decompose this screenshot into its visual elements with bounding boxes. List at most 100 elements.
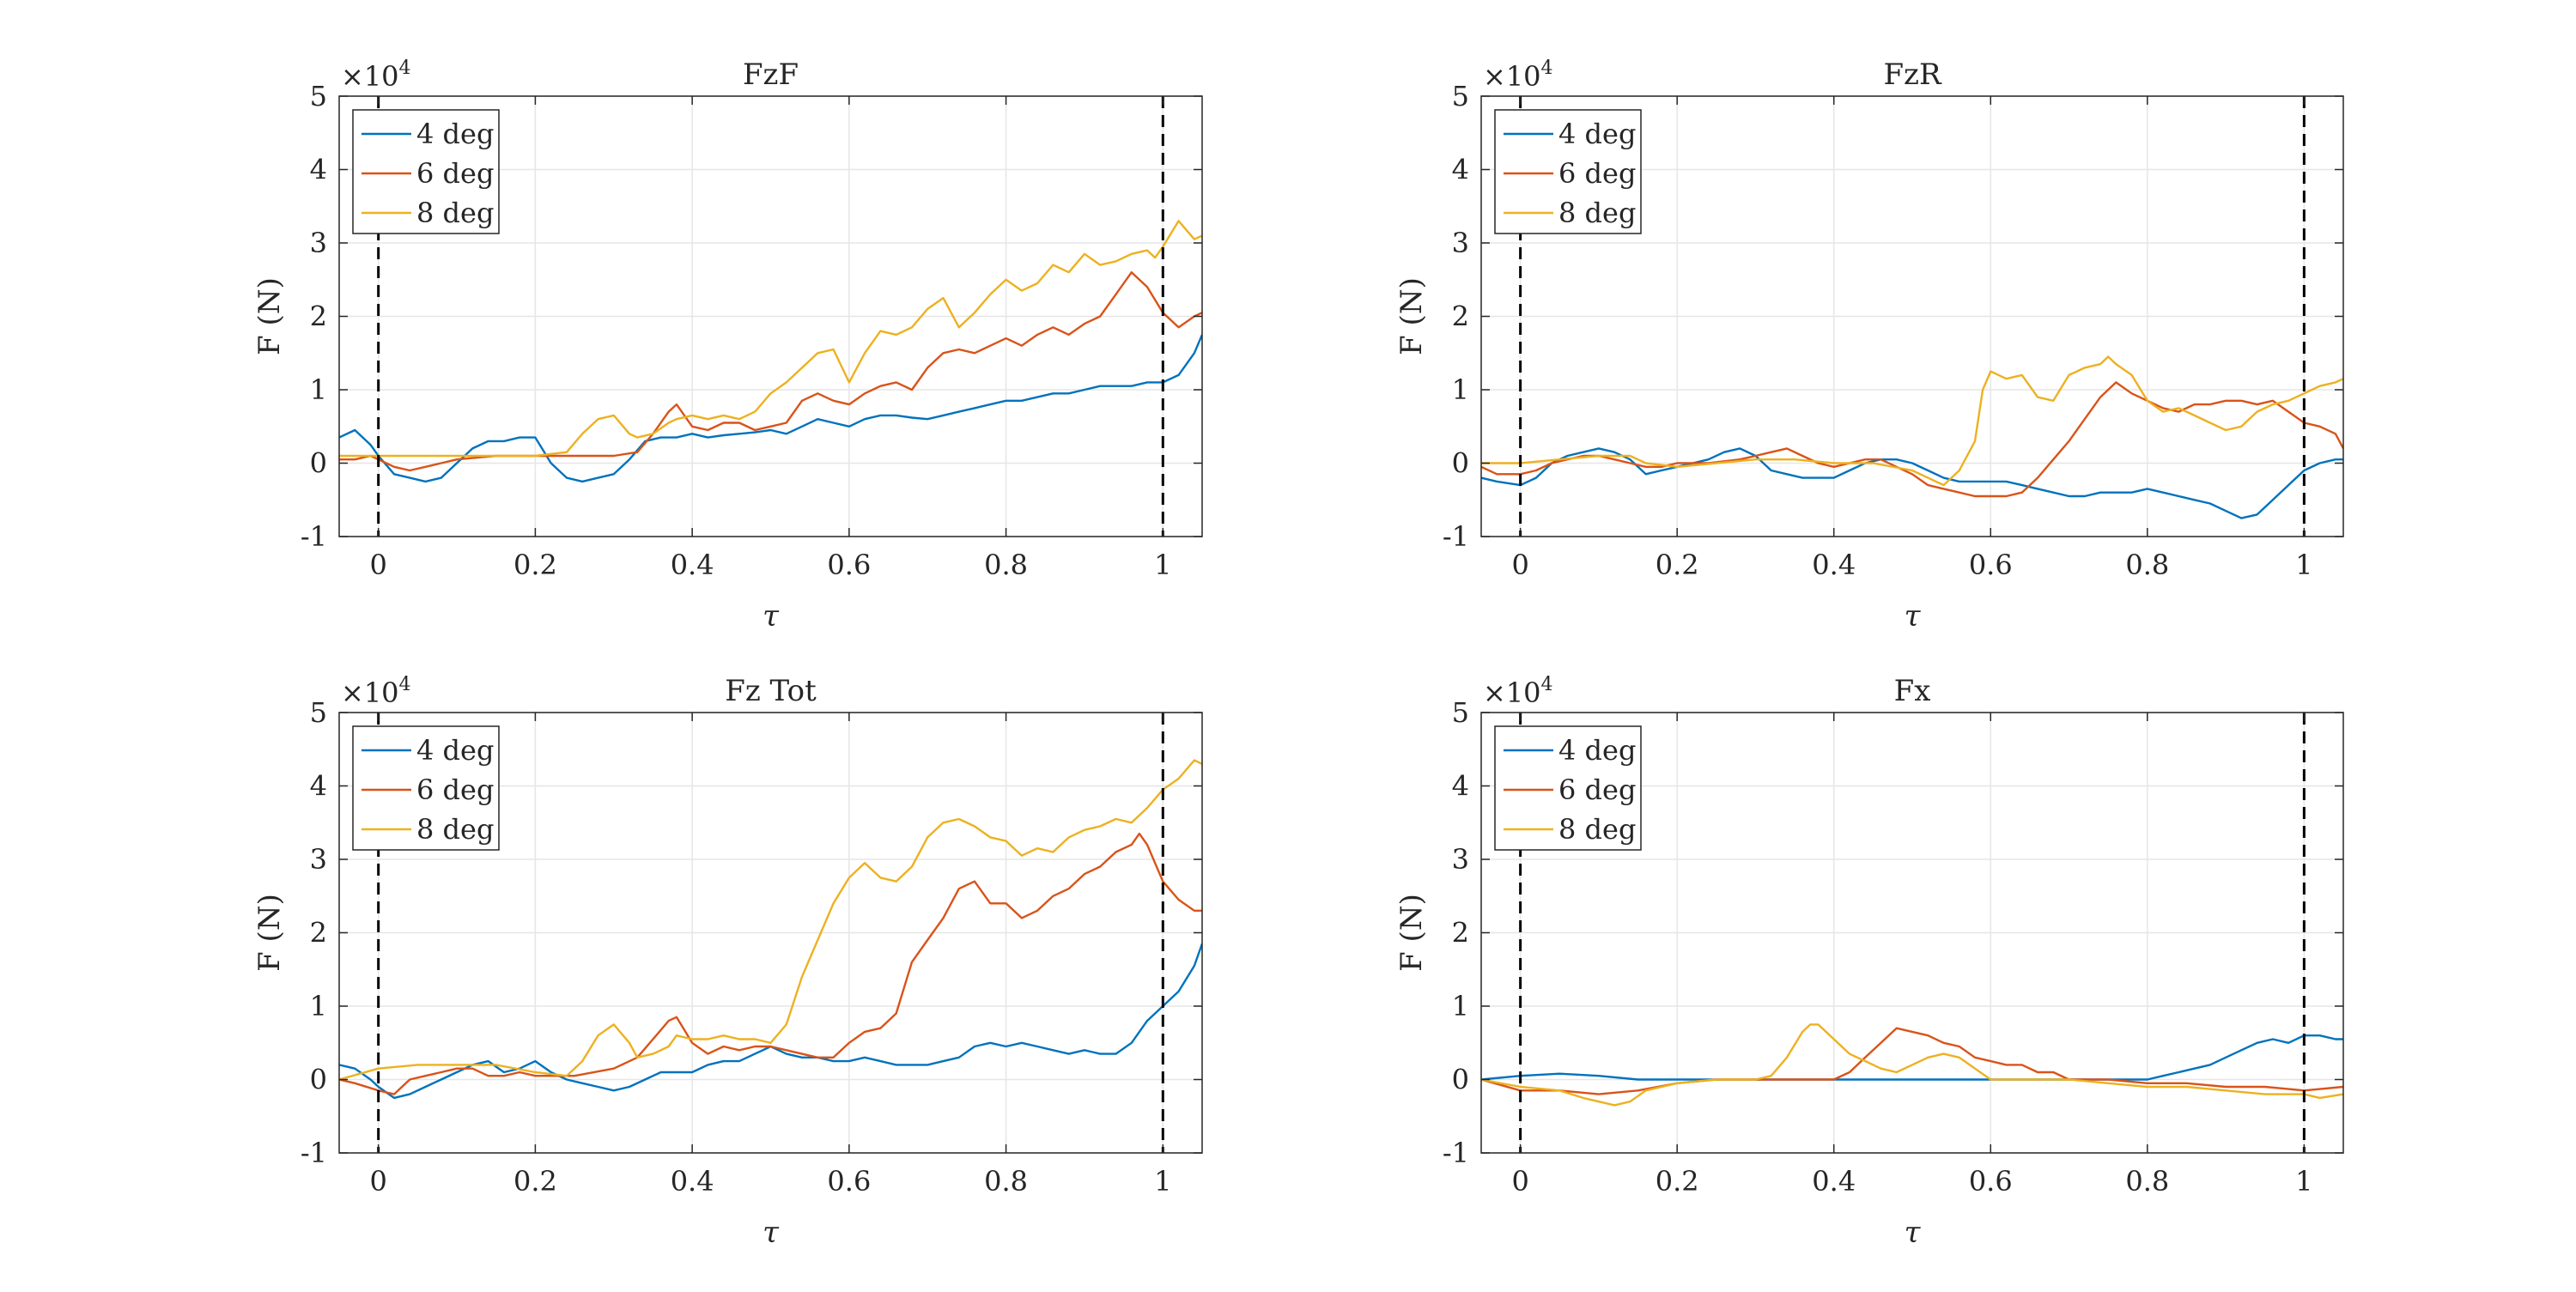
x-axis-label: τ	[1905, 1216, 1922, 1250]
x-tick-label: 0.6	[827, 1165, 871, 1198]
x-axis-label: τ	[1905, 599, 1922, 634]
y-tick-label: 2	[1452, 917, 1469, 949]
x-tick-label: 0	[370, 1165, 387, 1198]
series-line-6-deg	[339, 271, 1202, 472]
legend-label: 4 deg	[1558, 118, 1636, 150]
y-tick-label: 2	[1452, 300, 1469, 333]
series-line-8-deg	[339, 220, 1202, 458]
x-axis-label: τ	[762, 599, 780, 634]
legend-label: 4 deg	[1558, 734, 1636, 767]
series-line-4-deg	[339, 334, 1202, 483]
y-tick-label: 5	[1452, 696, 1469, 729]
y-tick-label: 1	[310, 990, 327, 1022]
y-tick-label: -1	[301, 1137, 327, 1169]
x-tick-label: 1	[1154, 1165, 1171, 1198]
y-tick-label: -1	[1443, 520, 1469, 553]
x-tick-label: 0.4	[671, 549, 714, 581]
axis-multiplier-base: ×10	[341, 60, 399, 93]
axis-multiplier-exponent: 4	[399, 58, 411, 79]
x-tick-label: 1	[2295, 1165, 2312, 1198]
y-tick-label: 1	[310, 373, 327, 406]
x-tick-label: 0.8	[2125, 1165, 2169, 1198]
y-axis-label: F (N)	[1394, 894, 1429, 972]
series-line-4-deg	[1481, 447, 2343, 519]
y-tick-label: 3	[310, 227, 327, 259]
axis-multiplier: ×104	[341, 58, 411, 93]
legend-label: 4 deg	[416, 118, 494, 150]
y-tick-label: 0	[1452, 447, 1469, 480]
y-tick-label: 2	[310, 917, 327, 949]
legend: 4 deg 6 deg 8 deg	[352, 725, 500, 851]
y-tick-label: 2	[310, 300, 327, 333]
x-tick-label: 0	[370, 549, 387, 581]
legend-label: 6 deg	[416, 773, 494, 806]
y-tick-label: 0	[310, 447, 327, 480]
x-tick-label: 0.2	[1656, 549, 1699, 581]
axis-multiplier-base: ×10	[341, 676, 399, 709]
x-tick-label: 0.2	[1656, 1165, 1699, 1198]
chart-title: Fx	[1894, 674, 1931, 708]
legend-label: 6 deg	[1558, 157, 1636, 190]
y-axis-label: F (N)	[1394, 277, 1429, 355]
x-tick-label: 0.8	[2125, 549, 2169, 581]
series-line-6-deg	[339, 832, 1202, 1095]
x-tick-label: 0.8	[984, 1165, 1028, 1198]
y-tick-label: 5	[1452, 80, 1469, 112]
x-tick-label: 1	[1154, 549, 1171, 581]
x-tick-label: 0.6	[827, 549, 871, 581]
x-tick-label: 0.2	[513, 1165, 557, 1198]
series-group	[339, 96, 1202, 537]
axis-multiplier-exponent: 4	[1541, 58, 1553, 79]
axis-multiplier-base: ×10	[1483, 60, 1541, 93]
legend-label: 6 deg	[1558, 773, 1636, 806]
y-tick-label: -1	[1443, 1137, 1469, 1169]
y-tick-label: 5	[310, 696, 327, 729]
y-tick-label: 1	[1452, 990, 1469, 1022]
axis-multiplier: ×104	[1483, 58, 1553, 93]
y-tick-label: 3	[310, 843, 327, 876]
legend-label: 8 deg	[416, 197, 494, 229]
x-tick-label: 0.6	[1969, 1165, 2013, 1198]
x-tick-label: 0.4	[1812, 549, 1856, 581]
chart-title: FzF	[743, 58, 799, 92]
axis-multiplier-exponent: 4	[1541, 674, 1553, 695]
y-tick-label: 1	[1452, 373, 1469, 406]
axis-multiplier: ×104	[341, 674, 411, 709]
y-tick-label: 4	[310, 154, 327, 186]
legend: 4 deg 6 deg 8 deg	[352, 109, 500, 234]
x-tick-label: 0.8	[984, 549, 1028, 581]
x-tick-label: 0	[1511, 1165, 1528, 1198]
legend-label: 6 deg	[416, 157, 494, 190]
y-tick-label: -1	[301, 520, 327, 553]
axis-multiplier-exponent: 4	[399, 674, 411, 695]
legend-label: 8 deg	[1558, 197, 1636, 229]
y-axis-label: F (N)	[252, 277, 287, 355]
axis-multiplier: ×104	[1483, 674, 1553, 709]
y-tick-label: 4	[310, 770, 327, 803]
series-line-8-deg	[339, 759, 1202, 1081]
x-tick-label: 1	[2295, 549, 2312, 581]
y-tick-label: 4	[1452, 154, 1469, 186]
x-tick-label: 0.4	[671, 1165, 714, 1198]
y-tick-label: 3	[1452, 227, 1469, 259]
y-tick-label: 0	[1452, 1064, 1469, 1096]
y-tick-label: 0	[310, 1064, 327, 1096]
chart-title: FzR	[1883, 58, 1942, 92]
legend-label: 8 deg	[1558, 813, 1636, 846]
legend: 4 deg 6 deg 8 deg	[1494, 725, 1642, 851]
series-group	[1481, 713, 2343, 1153]
x-tick-label: 0	[1511, 549, 1528, 581]
series-line-6-deg	[1481, 381, 2343, 498]
series-line-8-deg	[1481, 1023, 2343, 1107]
series-group	[1481, 96, 2343, 537]
y-tick-label: 4	[1452, 770, 1469, 803]
legend-label: 4 deg	[416, 734, 494, 767]
legend-label: 8 deg	[416, 813, 494, 846]
x-tick-label: 0.4	[1812, 1165, 1856, 1198]
series-group	[339, 713, 1202, 1153]
